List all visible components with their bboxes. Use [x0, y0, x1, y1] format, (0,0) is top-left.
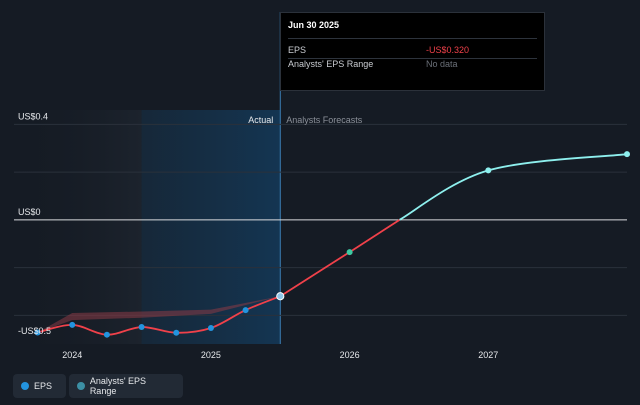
eps-actual-point — [276, 292, 285, 301]
legend-eps-label: EPS — [34, 381, 53, 391]
tooltip-eps-label: EPS — [288, 45, 307, 55]
legend-range-label: Analysts' EPS Range — [89, 376, 147, 396]
actual-region — [141, 110, 281, 344]
eps-actual-point — [103, 331, 110, 338]
eps-forecast-line-negative — [279, 219, 401, 298]
tooltip-row-range: Analysts' EPS Range No data — [288, 59, 537, 71]
range-dot-icon — [77, 382, 85, 390]
legend-range-button[interactable]: Analysts' EPS Range — [69, 374, 183, 398]
x-tick-label: 2026 — [340, 350, 360, 360]
eps-actual-point — [207, 325, 214, 332]
legend-eps-button[interactable]: EPS — [13, 374, 66, 398]
eps-actual-point — [34, 329, 41, 336]
eps-actual-point — [138, 324, 145, 331]
x-tick-label: 2025 — [201, 350, 221, 360]
eps-dot-icon — [21, 382, 29, 390]
eps-range-band — [37, 296, 281, 333]
forecast-label: Analysts Forecasts — [286, 115, 363, 125]
eps-actual-point — [242, 307, 249, 314]
eps-actual-point — [69, 321, 76, 328]
y-tick-label: US$0 — [18, 207, 41, 217]
tooltip-date: Jun 30 2025 — [288, 20, 340, 30]
eps-forecast-point — [624, 151, 630, 158]
tooltip-row-eps: EPS -US$0.320 — [288, 45, 537, 57]
actual-label: Actual — [248, 115, 273, 125]
x-tick-label: 2024 — [62, 350, 82, 360]
tooltip-range-label: Analysts' EPS Range — [288, 59, 374, 69]
y-tick-label: US$0.4 — [18, 111, 48, 121]
eps-forecast-point — [346, 249, 353, 256]
tooltip-divider — [288, 58, 537, 59]
eps-forecast-line-positive — [399, 153, 628, 221]
past-region — [14, 110, 142, 344]
x-tick-label: 2027 — [478, 350, 498, 360]
eps-actual-point — [173, 329, 180, 336]
eps-tooltip: Jun 30 2025 EPS -US$0.320 Analysts' EPS … — [280, 12, 545, 91]
tooltip-eps-value: -US$0.320 — [426, 45, 470, 55]
tooltip-range-value: No data — [426, 59, 458, 69]
eps-forecast-point — [485, 167, 492, 174]
tooltip-divider — [288, 38, 537, 39]
y-tick-label: -US$0.5 — [18, 326, 51, 336]
